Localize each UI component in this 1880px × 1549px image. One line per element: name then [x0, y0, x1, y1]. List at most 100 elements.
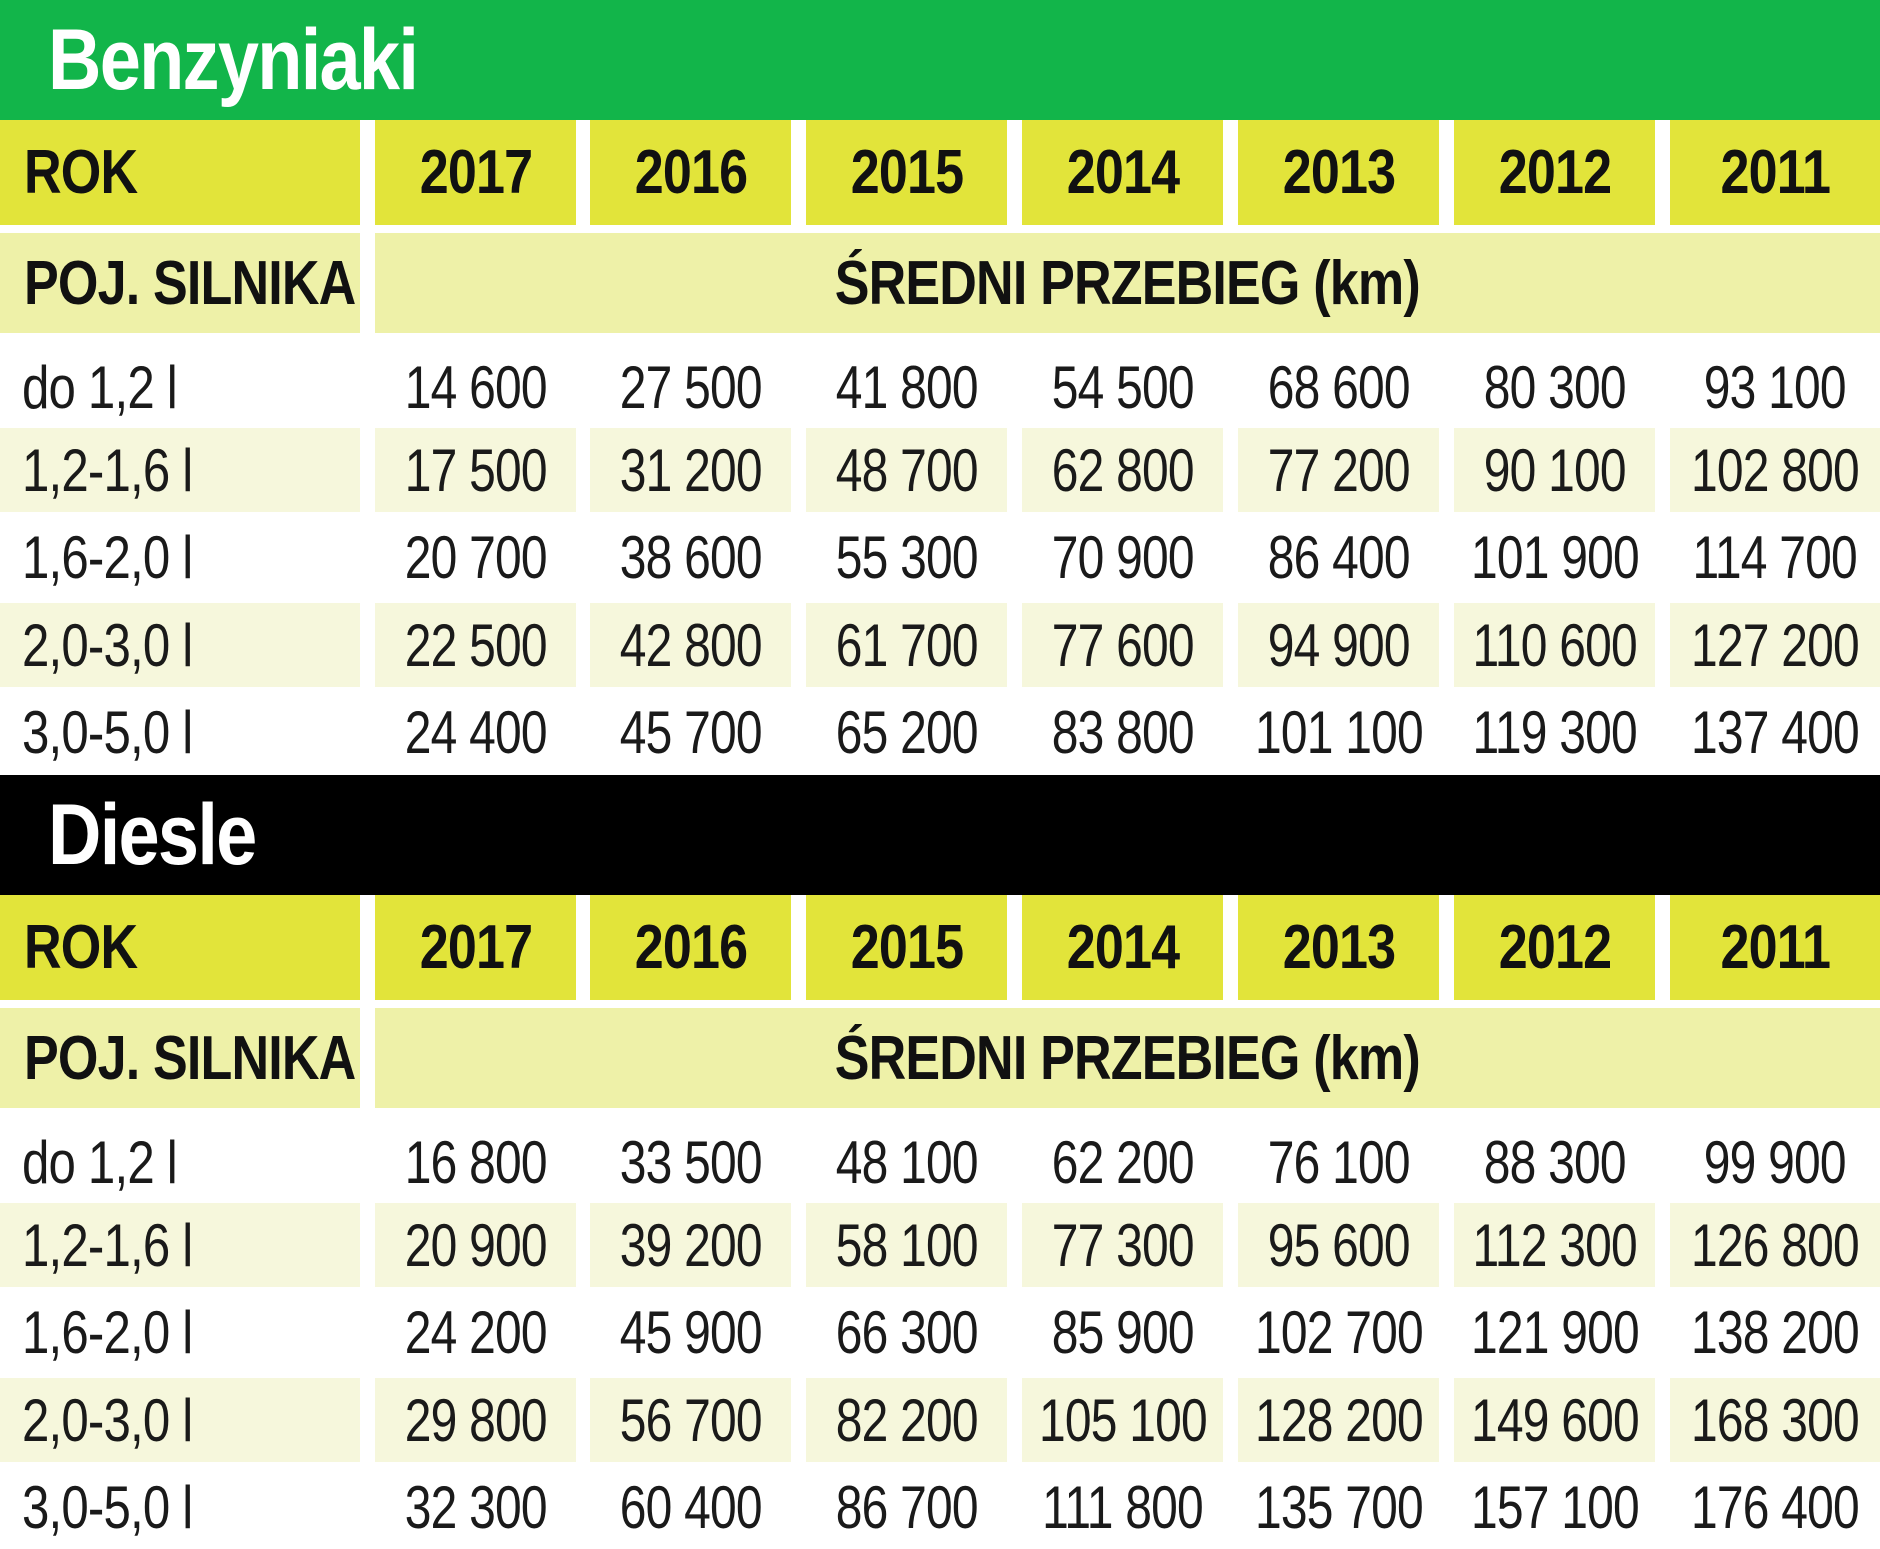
value-cell: 126 800 — [1670, 1203, 1880, 1287]
mileage-value: 24 200 — [404, 1298, 547, 1366]
value-cell: 101 900 — [1454, 515, 1655, 599]
mileage-value: 149 600 — [1470, 1386, 1640, 1454]
row-label-cell: 1,6-2,0 l — [0, 1290, 360, 1374]
mileage-value: 27 500 — [619, 353, 762, 421]
year-label: 2016 — [634, 913, 747, 982]
value-header-label: ŚREDNI PRZEBIEG (km) — [834, 1023, 1421, 1093]
value-cell: 24 200 — [375, 1290, 576, 1374]
mileage-value: 22 500 — [404, 611, 547, 679]
mileage-value: 86 700 — [835, 1473, 978, 1541]
value-cell: 22 500 — [375, 603, 576, 687]
value-cell: 27 500 — [590, 345, 791, 429]
year-label: 2015 — [850, 913, 963, 982]
row-label-cell: do 1,2 l — [0, 345, 360, 429]
year-header-2012: 2012 — [1454, 120, 1655, 225]
value-cell: 42 800 — [590, 603, 791, 687]
value-cell: 110 600 — [1454, 603, 1655, 687]
year-label: 2015 — [850, 138, 963, 207]
mileage-value: 60 400 — [619, 1473, 762, 1541]
value-cell: 39 200 — [590, 1203, 791, 1287]
mileage-value: 168 300 — [1691, 1386, 1860, 1454]
mileage-value: 65 200 — [835, 698, 978, 766]
value-cell: 58 100 — [806, 1203, 1007, 1287]
value-cell: 105 100 — [1022, 1378, 1223, 1462]
mileage-value: 58 100 — [835, 1211, 978, 1279]
mileage-value: 29 800 — [404, 1386, 547, 1454]
value-cell: 99 900 — [1670, 1120, 1880, 1204]
value-cell: 114 700 — [1670, 515, 1880, 599]
row-label-cell: 1,2-1,6 l — [0, 428, 360, 512]
mileage-value: 126 800 — [1691, 1211, 1860, 1279]
mileage-value: 66 300 — [835, 1298, 978, 1366]
mileage-value: 102 800 — [1691, 436, 1860, 504]
value-cell: 176 400 — [1670, 1465, 1880, 1549]
engine-header-cell: POJ. SILNIKA — [0, 233, 360, 333]
mileage-value: 82 200 — [835, 1386, 978, 1454]
engine-header-cell: POJ. SILNIKA — [0, 1008, 360, 1108]
value-cell: 168 300 — [1670, 1378, 1880, 1462]
row-label-cell: 2,0-3,0 l — [0, 603, 360, 687]
mileage-value: 41 800 — [835, 353, 978, 421]
year-header-label: ROK — [24, 913, 138, 982]
value-cell: 54 500 — [1022, 345, 1223, 429]
year-label: 2014 — [1066, 913, 1179, 982]
section-title: Diesle — [48, 787, 257, 883]
year-header-2013: 2013 — [1238, 120, 1439, 225]
value-cell: 16 800 — [375, 1120, 576, 1204]
mileage-value: 62 800 — [1051, 436, 1194, 504]
value-cell: 31 200 — [590, 428, 791, 512]
engine-capacity-label: 1,2-1,6 l — [22, 436, 193, 504]
value-cell: 68 600 — [1238, 345, 1439, 429]
mileage-value: 121 900 — [1470, 1298, 1640, 1366]
mileage-value: 54 500 — [1051, 353, 1194, 421]
year-header-2015: 2015 — [806, 895, 1007, 1000]
value-cell: 82 200 — [806, 1378, 1007, 1462]
year-header-2011: 2011 — [1670, 895, 1880, 1000]
mileage-value: 62 200 — [1051, 1128, 1194, 1196]
mileage-value: 17 500 — [404, 436, 547, 504]
mileage-value: 70 900 — [1051, 523, 1194, 591]
value-cell: 128 200 — [1238, 1378, 1439, 1462]
value-cell: 86 700 — [806, 1465, 1007, 1549]
mileage-value: 39 200 — [619, 1211, 762, 1279]
mileage-value: 101 900 — [1470, 523, 1640, 591]
value-cell: 111 800 — [1022, 1465, 1223, 1549]
value-cell: 20 700 — [375, 515, 576, 599]
value-cell: 77 300 — [1022, 1203, 1223, 1287]
row-label-cell: do 1,2 l — [0, 1120, 360, 1204]
mileage-value: 45 700 — [619, 698, 762, 766]
value-cell: 121 900 — [1454, 1290, 1655, 1374]
mileage-value: 24 400 — [404, 698, 547, 766]
mileage-value: 77 300 — [1051, 1211, 1194, 1279]
value-cell: 45 900 — [590, 1290, 791, 1374]
engine-capacity-label: do 1,2 l — [22, 1128, 178, 1196]
engine-capacity-label: 2,0-3,0 l — [22, 611, 193, 679]
section-title: Benzyniaki — [48, 12, 419, 108]
mileage-value: 20 900 — [404, 1211, 547, 1279]
mileage-value: 77 600 — [1051, 611, 1194, 679]
mileage-value: 61 700 — [835, 611, 978, 679]
value-cell: 45 700 — [590, 690, 791, 774]
value-cell: 62 200 — [1022, 1120, 1223, 1204]
value-cell: 48 700 — [806, 428, 1007, 512]
year-label: 2012 — [1498, 138, 1611, 207]
value-cell: 76 100 — [1238, 1120, 1439, 1204]
mileage-value: 127 200 — [1691, 611, 1860, 679]
value-cell: 102 700 — [1238, 1290, 1439, 1374]
value-cell: 101 100 — [1238, 690, 1439, 774]
engine-capacity-label: do 1,2 l — [22, 353, 178, 421]
engine-header-label: POJ. SILNIKA — [24, 1023, 356, 1093]
mileage-value: 56 700 — [619, 1386, 762, 1454]
value-cell: 90 100 — [1454, 428, 1655, 512]
value-cell: 38 600 — [590, 515, 791, 599]
value-cell: 32 300 — [375, 1465, 576, 1549]
value-cell: 138 200 — [1670, 1290, 1880, 1374]
mileage-value: 95 600 — [1267, 1211, 1410, 1279]
mileage-value: 32 300 — [404, 1473, 547, 1541]
value-cell: 127 200 — [1670, 603, 1880, 687]
value-cell: 94 900 — [1238, 603, 1439, 687]
mileage-value: 135 700 — [1254, 1473, 1424, 1541]
row-label-cell: 3,0-5,0 l — [0, 690, 360, 774]
mileage-value: 16 800 — [404, 1128, 547, 1196]
value-cell: 102 800 — [1670, 428, 1880, 512]
